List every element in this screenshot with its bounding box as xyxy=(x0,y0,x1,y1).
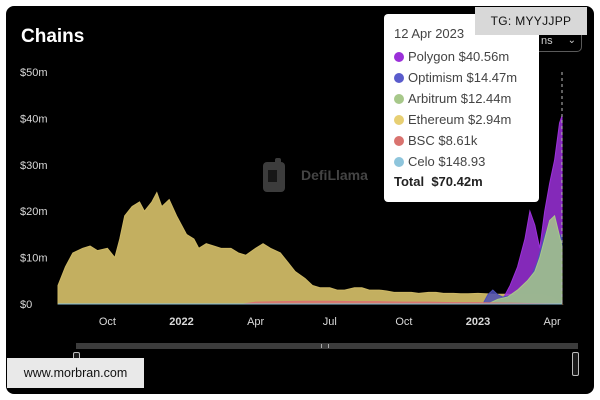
tooltip-row-optimism: Optimism $14.47m xyxy=(394,67,529,88)
tooltip-series-label: BSC xyxy=(408,133,439,148)
page-title: Chains xyxy=(21,26,85,47)
legend-dot-icon xyxy=(394,136,404,146)
series-area-ethereum xyxy=(57,191,564,305)
y-tick-label: $30m xyxy=(20,160,48,172)
chart-panel: Chains ns ⌄ $0 $10m $20m $30m $40m $50m Oct 202… xyxy=(6,6,594,394)
telegram-watermark: TG: MYYJJPP xyxy=(475,7,587,35)
x-tick-label: 2023 xyxy=(466,316,490,328)
x-tick-label: Jul xyxy=(323,316,337,328)
y-tick-label: $20m xyxy=(20,206,48,218)
tooltip-row-ethereum: Ethereum $2.94m xyxy=(394,109,529,130)
y-tick-label: $0 xyxy=(20,299,32,311)
tooltip-series-value: $14.47m xyxy=(466,70,518,85)
tooltip-total: Total $70.42m xyxy=(394,174,529,189)
tooltip-series-label: Celo xyxy=(408,154,439,169)
legend-dot-icon xyxy=(394,115,404,125)
tooltip-row-polygon: Polygon $40.56m xyxy=(394,46,529,67)
range-slider-grip-icon[interactable] xyxy=(321,344,329,348)
chevron-down-icon: ⌄ xyxy=(567,35,576,46)
tooltip-series-label: Ethereum xyxy=(408,112,468,127)
tooltip-row-celo: Celo $148.93 xyxy=(394,151,529,172)
area-chart[interactable]: $0 $10m $20m $30m $40m $50m Oct 2022 Apr Jul Oct 20… xyxy=(6,6,594,394)
range-slider-track[interactable] xyxy=(76,343,578,349)
y-tick-label: $50m xyxy=(20,67,48,79)
tooltip-series-value: $12.44m xyxy=(460,91,512,106)
tooltip-series-value: $8.61k xyxy=(438,133,478,148)
x-tick-label: Apr xyxy=(247,316,264,328)
tooltip-date: 12 Apr 2023 xyxy=(394,26,465,41)
y-tick-label: $10m xyxy=(20,253,48,265)
x-tick-label: Oct xyxy=(99,316,116,328)
legend-dot-icon xyxy=(394,94,404,104)
tooltip-row-arbitrum: Arbitrum $12.44m xyxy=(394,88,529,109)
brand-name: DefiLlama xyxy=(301,167,368,183)
defillama-watermark: DefiLlama xyxy=(261,156,391,196)
tooltip-total-value: $70.42m xyxy=(431,174,483,189)
tooltip-row-bsc: BSC $8.61k xyxy=(394,130,529,151)
tooltip-series-label: Optimism xyxy=(408,70,467,85)
tooltip-series-label: Polygon xyxy=(408,49,459,64)
tooltip-series-value: $2.94m xyxy=(467,112,512,127)
legend-dot-icon xyxy=(394,157,404,167)
x-tick-label: Oct xyxy=(395,316,412,328)
x-tick-label: Apr xyxy=(544,316,561,328)
tooltip-series-value: $148.93 xyxy=(438,154,486,169)
range-slider-right-handle[interactable] xyxy=(572,352,579,376)
site-watermark: www.morbran.com xyxy=(7,358,144,388)
tooltip-series-value: $40.56m xyxy=(458,49,510,64)
x-tick-label: 2022 xyxy=(169,316,193,328)
defillama-logo-icon xyxy=(263,158,285,192)
chart-tooltip: 12 Apr 2023 Polygon $40.56m Optimism $14.… xyxy=(384,14,539,202)
legend-dot-icon xyxy=(394,73,404,83)
legend-dot-icon xyxy=(394,52,404,62)
dropdown-label: ns xyxy=(541,35,553,47)
y-tick-label: $40m xyxy=(20,113,48,125)
tooltip-series-label: Arbitrum xyxy=(408,91,461,106)
tooltip-total-label: Total xyxy=(394,174,425,189)
